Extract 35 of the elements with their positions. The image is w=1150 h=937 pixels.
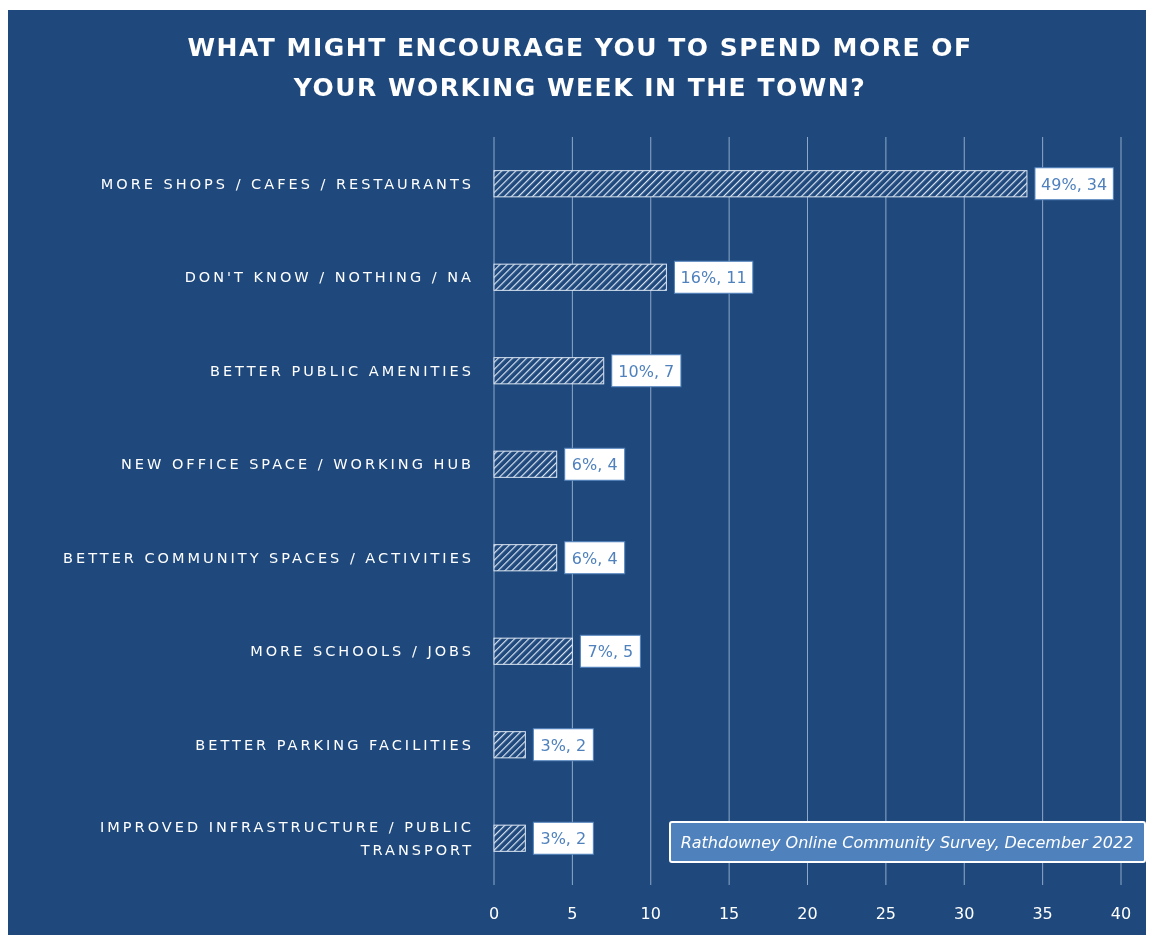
x-tick-label: 25 bbox=[875, 904, 897, 923]
data-label: 3%, 2 bbox=[540, 735, 587, 755]
x-tick-label: 10 bbox=[640, 904, 661, 923]
bar bbox=[493, 637, 573, 665]
x-tick-label: 30 bbox=[954, 904, 975, 923]
x-tick-label: 40 bbox=[1110, 904, 1132, 923]
data-label: 49%, 34 bbox=[1041, 174, 1108, 194]
bar bbox=[493, 450, 558, 478]
data-label: 7%, 5 bbox=[587, 642, 634, 662]
chart-title: WHAT MIGHT ENCOURAGE YOU TO SPEND MORE OF YOUR WORKING WEEK IN THE TOWN? bbox=[187, 33, 973, 102]
x-tick-label: 35 bbox=[1032, 904, 1053, 923]
data-label: 3%, 2 bbox=[540, 829, 587, 849]
y-tick-label: MORE SHOPS / CAFES / RESTAURANTS bbox=[100, 175, 474, 192]
bar bbox=[493, 170, 1028, 198]
y-tick-label: DON'T KNOW / NOTHING / NA bbox=[184, 269, 474, 286]
x-tick-label: 15 bbox=[718, 904, 740, 923]
x-tick-label: 5 bbox=[567, 904, 578, 923]
bar bbox=[493, 263, 667, 291]
bar bbox=[493, 731, 526, 759]
y-tick-label: IMPROVED INFRASTRUCTURE / PUBLIC TRANSPORT bbox=[100, 818, 474, 858]
bar bbox=[493, 824, 526, 852]
annotation: Rathdowney Online Community Survey, December 2022 bbox=[680, 833, 1134, 852]
data-label: 16%, 11 bbox=[680, 268, 747, 288]
bar bbox=[493, 544, 558, 572]
bar bbox=[493, 357, 605, 385]
data-label: 10%, 7 bbox=[618, 361, 675, 381]
data-label: 6%, 4 bbox=[571, 455, 618, 475]
x-tick-label: 20 bbox=[797, 904, 818, 923]
y-tick-label: BETTER PUBLIC AMENITIES bbox=[209, 362, 474, 379]
y-tick-label: MORE SCHOOLS / JOBS bbox=[250, 643, 474, 660]
y-tick-label: NEW OFFICE SPACE / WORKING HUB bbox=[120, 456, 474, 473]
data-label: 6%, 4 bbox=[571, 548, 618, 568]
y-tick-label: BETTER PARKING FACILITIES bbox=[195, 736, 474, 753]
x-tick-label: 0 bbox=[488, 904, 500, 923]
y-tick-label: BETTER COMMUNITY SPACES / ACTIVITIES bbox=[63, 549, 474, 566]
